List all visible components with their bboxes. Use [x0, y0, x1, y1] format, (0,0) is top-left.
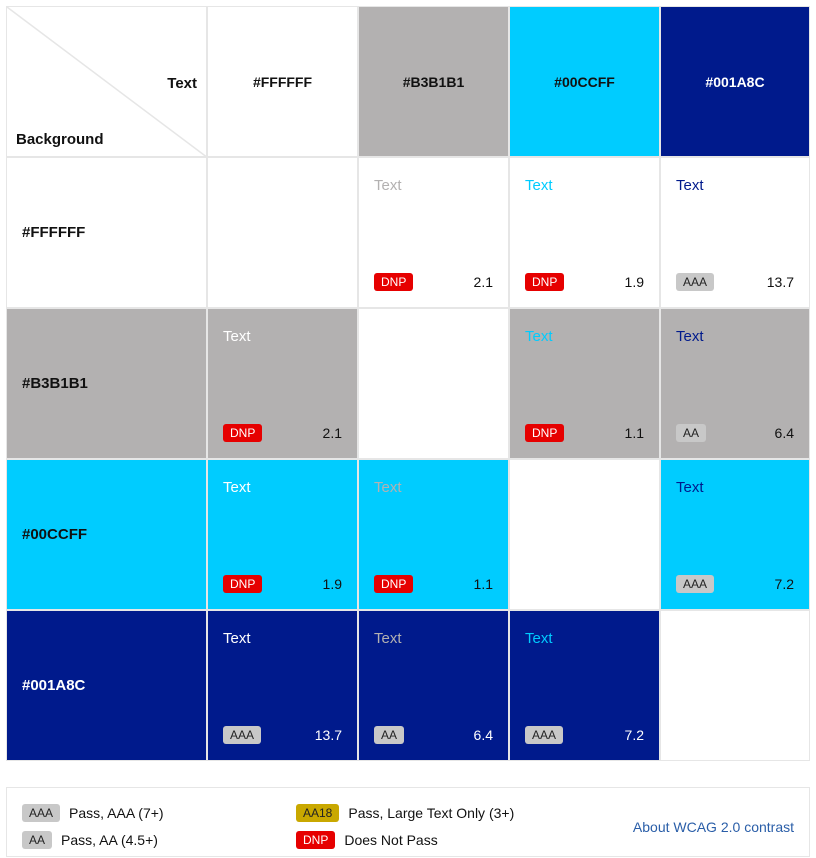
aa18-badge: AA18	[296, 804, 340, 822]
contrast-ratio: 2.1	[473, 274, 493, 290]
rating-badge: DNP	[223, 575, 263, 593]
contrast-ratio: 13.7	[314, 727, 342, 743]
column-header: #FFFFFF	[207, 6, 358, 157]
rating-badge: AAA	[223, 726, 262, 744]
contrast-ratio: 13.7	[766, 274, 794, 290]
sample-text: Text	[374, 630, 402, 647]
diagonal-divider	[7, 7, 206, 156]
rating-badge: DNP	[223, 424, 263, 442]
rating-badge: DNP	[374, 575, 414, 593]
contrast-cell: Text AAA 13.7	[207, 610, 358, 761]
legend-item-aa18: AA18 Pass, Large Text Only (3+)	[296, 804, 514, 822]
contrast-ratio: 7.2	[774, 576, 794, 592]
column-header: #B3B1B1	[358, 6, 509, 157]
sample-text: Text	[676, 328, 704, 345]
row-header: #B3B1B1	[6, 308, 207, 459]
sample-text: Text	[374, 479, 402, 496]
contrast-ratio: 1.1	[624, 425, 644, 441]
contrast-cell: Text AA 6.4	[358, 610, 509, 761]
legend-label-aaa: Pass, AAA (7+)	[69, 805, 164, 821]
contrast-grid: Text Background #FFFFFF #B3B1B1 #00CCFF #00…	[6, 6, 810, 761]
row-header: #FFFFFF	[6, 157, 207, 308]
aa-badge: AA	[22, 831, 53, 849]
contrast-ratio: 2.1	[322, 425, 342, 441]
contrast-cell: Text AA 6.4	[660, 308, 810, 459]
contrast-cell: Text DNP 1.9	[509, 157, 660, 308]
column-header: #001A8C	[660, 6, 810, 157]
rating-badge: AA	[676, 424, 707, 442]
corner-header: Text Background	[6, 6, 207, 157]
legend-item-aa: AA Pass, AA (4.5+)	[22, 831, 158, 849]
wcag-contrast-link[interactable]: About WCAG 2.0 contrast	[632, 819, 794, 835]
sample-text: Text	[223, 328, 251, 345]
contrast-cell: Text DNP 1.1	[509, 308, 660, 459]
sample-text: Text	[525, 328, 553, 345]
rating-badge: AAA	[676, 273, 715, 291]
contrast-cell: Text DNP 2.1	[358, 157, 509, 308]
aaa-badge: AAA	[22, 804, 61, 822]
legend-item-aaa: AAA Pass, AAA (7+)	[22, 804, 164, 822]
rating-badge: AA	[374, 726, 405, 744]
contrast-cell: Text DNP 1.1	[358, 459, 509, 610]
rating-badge: AAA	[676, 575, 715, 593]
contrast-cell: Text AAA 13.7	[660, 157, 810, 308]
contrast-ratio: 6.4	[774, 425, 794, 441]
background-axis-label: Background	[16, 131, 104, 148]
sample-text: Text	[525, 177, 553, 194]
legend-label-dnp: Does Not Pass	[344, 832, 438, 848]
text-axis-label: Text	[167, 75, 197, 92]
empty-cell	[509, 459, 660, 610]
contrast-ratio: 1.9	[624, 274, 644, 290]
sample-text: Text	[676, 479, 704, 496]
rating-badge: DNP	[374, 273, 414, 291]
contrast-cell: Text AAA 7.2	[660, 459, 810, 610]
contrast-cell: Text AAA 7.2	[509, 610, 660, 761]
contrast-cell: Text DNP 2.1	[207, 308, 358, 459]
sample-text: Text	[223, 630, 251, 647]
empty-cell	[207, 157, 358, 308]
sample-text: Text	[525, 630, 553, 647]
contrast-ratio: 1.1	[473, 576, 493, 592]
sample-text: Text	[676, 177, 704, 194]
rating-badge: DNP	[525, 273, 565, 291]
contrast-ratio: 6.4	[473, 727, 493, 743]
empty-cell	[660, 610, 810, 761]
sample-text: Text	[223, 479, 251, 496]
dnp-badge: DNP	[296, 831, 336, 849]
contrast-ratio: 1.9	[322, 576, 342, 592]
contrast-ratio: 7.2	[624, 727, 644, 743]
legend: AAA Pass, AAA (7+) AA Pass, AA (4.5+) AA…	[6, 787, 810, 857]
legend-item-dnp: DNP Does Not Pass	[296, 831, 438, 849]
sample-text: Text	[374, 177, 402, 194]
contrast-cell: Text DNP 1.9	[207, 459, 358, 610]
column-header: #00CCFF	[509, 6, 660, 157]
row-header: #001A8C	[6, 610, 207, 761]
row-header: #00CCFF	[6, 459, 207, 610]
rating-badge: AAA	[525, 726, 564, 744]
legend-label-aa: Pass, AA (4.5+)	[61, 832, 158, 848]
empty-cell	[358, 308, 509, 459]
rating-badge: DNP	[525, 424, 565, 442]
legend-label-aa18: Pass, Large Text Only (3+)	[348, 805, 515, 821]
